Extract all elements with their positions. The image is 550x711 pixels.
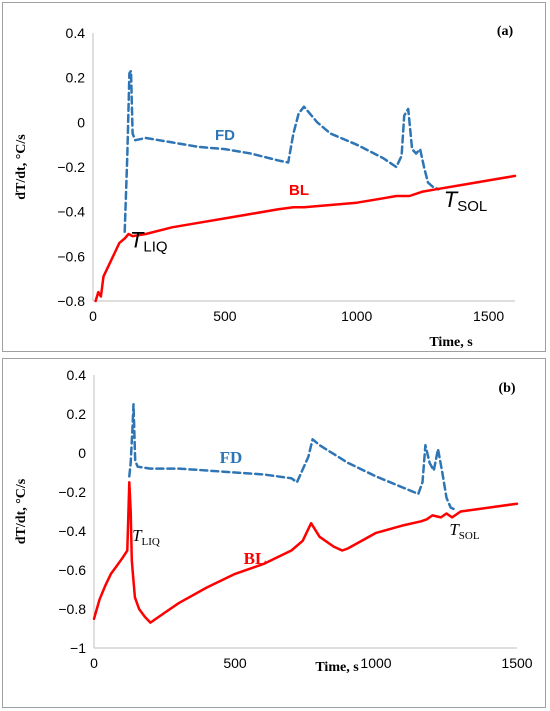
y-tick-label: 0	[77, 114, 85, 130]
series-label-fd: FD	[215, 127, 235, 144]
series-label-fd: FD	[220, 448, 243, 467]
x-axis-title: Time, s	[429, 335, 473, 350]
x-tick-label: 1000	[341, 308, 372, 324]
y-axis-title: dT/dt, °C/s	[14, 478, 29, 544]
y-tick-label: −0.2	[58, 484, 86, 500]
x-tick-label: 1500	[473, 308, 504, 324]
y-tick-label: −1	[70, 640, 86, 656]
panel-label: (a)	[497, 24, 514, 39]
annotation-sol: TSOL	[444, 187, 487, 215]
annotation-liq: TLIQ	[130, 227, 168, 255]
annotation-subscript: LIQ	[142, 536, 160, 548]
y-tick-label: 0.4	[67, 367, 87, 383]
y-tick-label: −0.8	[58, 601, 86, 617]
x-tick-label: 1000	[360, 655, 391, 671]
x-tick-label: 0	[89, 308, 97, 324]
annotation-base: T	[449, 520, 460, 539]
x-tick-label: 0	[90, 655, 98, 671]
series-line-fd	[123, 69, 440, 234]
chart-b-svg: −1 −0.8 −0.6 −0.4 −0.2 0 0.2 0.4 0 500 1000 1500 dT/…	[14, 367, 533, 675]
series-line-fd	[128, 403, 457, 511]
y-tick-label: 0.4	[66, 25, 86, 41]
x-tick-label: 1500	[501, 655, 532, 671]
annotation-subscript: SOL	[459, 530, 480, 542]
y-tick-label: 0.2	[67, 406, 87, 422]
y-tick-label: −0.8	[57, 293, 85, 309]
y-tick-label: 0.2	[66, 70, 86, 86]
y-tick-label: −0.4	[57, 204, 85, 220]
chart-panel-b: −1 −0.8 −0.6 −0.4 −0.2 0 0.2 0.4 0 500 1000 1500 dT/…	[2, 358, 546, 708]
annotation-base: T	[444, 187, 459, 212]
series-line-bl	[94, 174, 517, 303]
x-tick-label: 500	[213, 308, 237, 324]
annotation-base: T	[130, 227, 145, 252]
y-tick-label: −0.6	[57, 248, 85, 264]
annotation-subscript: SOL	[457, 198, 487, 215]
annotation-subscript: LIQ	[143, 238, 167, 255]
y-axis-title: dT/dt, °C/s	[14, 134, 29, 200]
x-tick-label: 500	[223, 655, 247, 671]
x-axis-title: Time, s	[315, 660, 359, 675]
y-tick-label: 0	[78, 445, 86, 461]
chart-panel-a: −0.8 −0.6 −0.4 −0.2 0 0.2 0.4 0 500 1000 1500 dT/dt…	[2, 2, 546, 352]
series-line-bl	[92, 480, 519, 624]
y-tick-label: −0.6	[58, 562, 86, 578]
series-label-bl: BL	[289, 182, 309, 199]
annotation-sol: TSOL	[449, 520, 480, 542]
annotation-liq: TLIQ	[132, 526, 160, 548]
panel-label: (b)	[498, 381, 515, 396]
y-tick-label: −0.4	[58, 523, 86, 539]
chart-a-svg: −0.8 −0.6 −0.4 −0.2 0 0.2 0.4 0 500 1000 1500 dT/dt…	[14, 24, 517, 350]
y-tick-label: −0.2	[57, 159, 85, 175]
series-label-bl: BL	[244, 549, 267, 568]
annotation-base: T	[132, 526, 143, 545]
